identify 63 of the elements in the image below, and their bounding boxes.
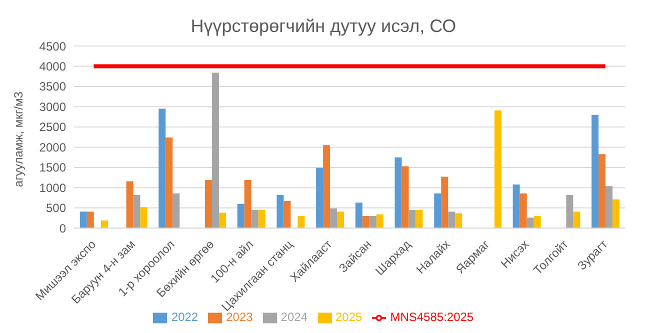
y-axis-title: агууламж, мкг/м3 [11, 91, 26, 188]
bar [140, 207, 148, 228]
legend-label: MNS4585:2025 [390, 310, 474, 324]
bar [204, 180, 212, 228]
bar [86, 212, 94, 228]
bar [212, 72, 219, 228]
bar [441, 176, 448, 228]
bar [573, 212, 580, 228]
bar [416, 210, 423, 228]
bar [534, 216, 541, 228]
y-tick-label: 1000 [39, 180, 66, 195]
bar [369, 216, 376, 228]
legend-label: 2025 [336, 310, 362, 324]
bar [566, 194, 574, 228]
bar [376, 214, 384, 228]
bar [434, 193, 442, 228]
bar [355, 202, 362, 228]
bar [592, 114, 599, 228]
bar [402, 166, 409, 228]
bar [394, 157, 402, 228]
bar [330, 208, 338, 228]
y-tick-label: 2000 [39, 140, 66, 154]
legend-label: 2024 [280, 310, 308, 324]
y-tick-label: 2500 [39, 120, 66, 134]
bar [133, 194, 140, 228]
bar [172, 193, 180, 228]
bar [80, 212, 87, 228]
bar [455, 213, 462, 228]
bar [276, 194, 284, 228]
bar [598, 154, 606, 228]
y-tick-label: 4000 [39, 60, 66, 74]
bar [526, 218, 534, 228]
y-tick-label: 4500 [39, 39, 66, 54]
y-tick-label: 1500 [39, 160, 66, 175]
bar [323, 145, 330, 228]
bar [494, 110, 502, 228]
bar [520, 193, 527, 228]
chart-title: Нүүрстөрөгчийн дутуу исэл, СО [190, 16, 456, 36]
bar [237, 204, 244, 228]
bar [158, 108, 166, 228]
bar [612, 199, 620, 228]
y-tick-label: 500 [46, 201, 66, 216]
bar [100, 220, 108, 228]
y-tick-label: 0 [59, 221, 66, 236]
bar [606, 186, 613, 228]
bar [218, 212, 226, 228]
bar [166, 137, 173, 228]
bar [448, 212, 456, 228]
bar [316, 168, 324, 228]
bar [258, 210, 266, 228]
bar [244, 180, 252, 228]
bar [337, 212, 344, 228]
bar [284, 201, 291, 228]
y-tick-label: 3000 [39, 100, 66, 114]
bar [362, 216, 370, 228]
legend-label: 2022 [171, 310, 198, 324]
bar [251, 210, 258, 228]
bar [408, 210, 416, 228]
y-tick-label: 3500 [39, 80, 66, 94]
bar [512, 184, 520, 228]
legend-label: 2023 [226, 310, 253, 324]
bar [126, 181, 134, 228]
bar [298, 216, 305, 228]
